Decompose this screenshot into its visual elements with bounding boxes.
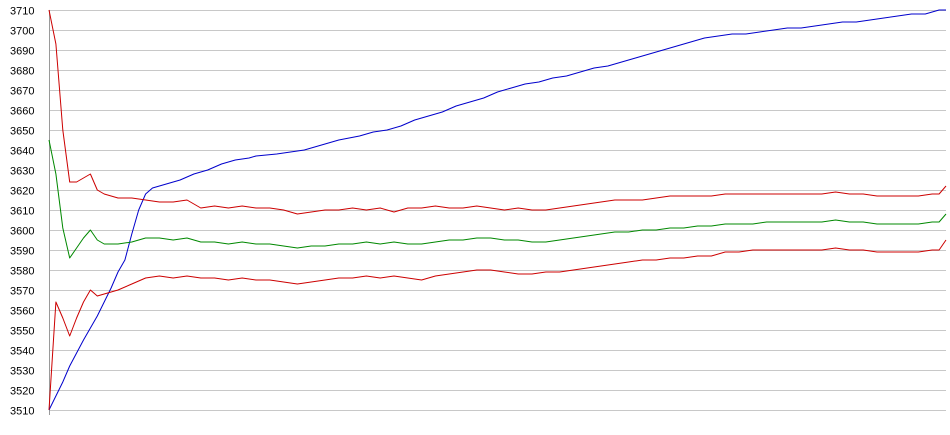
- series-line-2: [48, 9, 947, 215]
- y-tick-label: 3640: [10, 146, 34, 158]
- y-tick-label: 3620: [10, 186, 34, 198]
- y-tick-label: 3510: [10, 406, 34, 418]
- y-tick-label: 3550: [10, 326, 34, 338]
- y-tick-label: 3710: [10, 6, 34, 18]
- y-tick-label: 3700: [10, 26, 34, 38]
- series-line-3: [48, 139, 947, 259]
- y-tick-label: 3560: [10, 306, 34, 318]
- y-axis-ticks: 3510 3520 3530 3540 3550 3560 3570 3580 3590 3600…: [10, 6, 34, 418]
- y-tick-label: 3680: [10, 66, 34, 78]
- y-tick-label: 3530: [10, 366, 34, 378]
- series-line-4: [48, 239, 947, 411]
- series-group: [48, 9, 947, 411]
- y-tick-label: 3600: [10, 226, 34, 238]
- y-tick-label: 3590: [10, 246, 34, 258]
- grid: [49, 10, 946, 411]
- y-tick-label: 3630: [10, 166, 34, 178]
- y-tick-label: 3610: [10, 206, 34, 218]
- y-tick-label: 3660: [10, 106, 34, 118]
- y-tick-label: 3540: [10, 346, 34, 358]
- y-tick-label: 3650: [10, 126, 34, 138]
- y-tick-label: 3580: [10, 266, 34, 278]
- y-tick-label: 3520: [10, 386, 34, 398]
- y-tick-label: 3690: [10, 46, 34, 58]
- y-tick-label: 3570: [10, 286, 34, 298]
- y-tick-label: 3670: [10, 86, 34, 98]
- series-line-1: [48, 9, 946, 411]
